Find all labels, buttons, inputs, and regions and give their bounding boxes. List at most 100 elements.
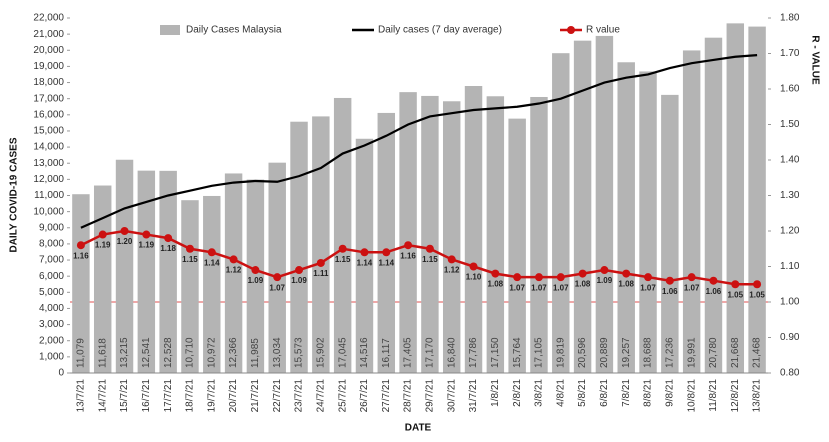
bar-value-label: 20,889 [599,337,610,368]
bar-value-label: 17,236 [664,337,675,368]
y2-tick-label: 0.90 [780,332,800,343]
y2-axis-title: R - VALUE [809,35,820,85]
bar-value-label: 17,405 [403,337,414,368]
point-value-label: 1.14 [378,258,394,267]
y2-tick-label: 1.40 [780,155,800,166]
marker [382,248,391,257]
point-value-label: 1.07 [531,283,547,292]
bar [442,101,461,373]
bar [639,71,657,373]
bar-value-label: 10,710 [185,337,196,368]
y2-tick-label: 0.80 [780,368,800,379]
y-tick-label: 16,000 [33,109,64,120]
point-value-label: 1.12 [444,266,460,275]
x-tick-label: 12/8/21 [730,379,741,413]
point-value-label: 1.18 [160,244,176,253]
point-value-label: 1.07 [509,283,525,292]
x-tick-label: 17/7/21 [163,379,174,413]
marker [295,266,304,275]
bar-value-label: 12,528 [163,337,174,368]
point-value-label: 1.08 [618,280,634,289]
y-tick-label: 7,000 [39,255,64,266]
bar-value-label: 16,117 [381,338,392,368]
x-tick-label: 31/7/21 [468,379,479,413]
x-tick-label: 30/7/21 [446,379,457,413]
point-value-label: 1.10 [466,273,482,282]
bar-value-label: 12,541 [141,337,152,368]
point-value-label: 1.15 [182,255,198,264]
point-value-label: 1.15 [335,255,351,264]
line [80,54,758,229]
marker [578,269,587,278]
bar [704,37,723,373]
x-tick-label: 21/7/21 [250,379,261,413]
marker [120,227,129,235]
bar [181,200,199,373]
marker [556,273,565,282]
bar-value-label: 18,688 [643,337,654,368]
bar [661,94,679,374]
x-tick-label: 20/7/21 [228,379,239,413]
marker [491,269,500,278]
marker [316,258,325,267]
bar [159,170,177,373]
bar [464,85,483,374]
marker [229,255,238,264]
x-tick-label: 18/7/21 [185,379,196,413]
x-tick-label: 16/7/21 [141,379,152,413]
bar [617,62,635,373]
bar [726,23,745,374]
point-value-label: 1.19 [95,241,111,250]
marker [644,273,653,282]
marker [251,266,260,275]
y-tick-label: 5,000 [39,287,64,298]
bar [573,40,592,373]
bar-value-label: 11,985 [250,338,261,368]
x-tick-label: 29/7/21 [425,379,436,413]
x-tick-label: 11/8/21 [708,379,719,412]
bar [72,194,90,373]
point-value-label: 1.15 [422,255,438,264]
bar [595,35,614,374]
x-axis-title: DATE [405,423,432,434]
marker [164,234,173,243]
y2-tick-label: 1.20 [780,226,800,237]
point-value-label: 1.06 [706,287,722,296]
bar-value-label: 15,764 [512,337,523,368]
x-tick-label: 6/8/21 [599,379,610,407]
x-tick-label: 4/8/21 [555,379,566,407]
point-value-label: 1.09 [291,276,307,285]
bar [399,92,417,373]
point-value-label: 1.14 [204,258,220,267]
legend-label: Daily cases (7 day average) [378,25,502,36]
x-tick-label: 28/7/21 [403,379,414,413]
marker [600,266,609,275]
bar-value-label: 10,972 [206,337,217,368]
bar [115,159,134,373]
marker [731,280,740,289]
bar [203,195,221,373]
bar [552,53,570,373]
marker [534,273,543,282]
legend-swatch [160,25,180,35]
legend-label: Daily Cases Malaysia [186,25,282,36]
marker [142,230,151,239]
y-tick-label: 20,000 [33,45,64,56]
point-value-label: 1.08 [488,280,504,289]
marker [709,276,718,285]
x-tick-label: 25/7/21 [337,379,348,413]
marker [404,241,413,250]
bar-value-label: 11,618 [97,338,108,368]
y-axis-title: DAILY COVID-19 CASES [9,137,20,252]
point-value-label: 1.06 [662,287,678,296]
x-tick-label: 27/7/21 [381,379,392,413]
point-value-label: 1.20 [117,237,133,246]
bar [486,96,505,374]
marker [469,262,478,271]
bar [93,185,112,373]
x-tick-label: 24/7/21 [315,379,326,413]
bar [290,121,308,374]
y-tick-label: 22,000 [33,13,64,24]
marker [665,276,674,285]
